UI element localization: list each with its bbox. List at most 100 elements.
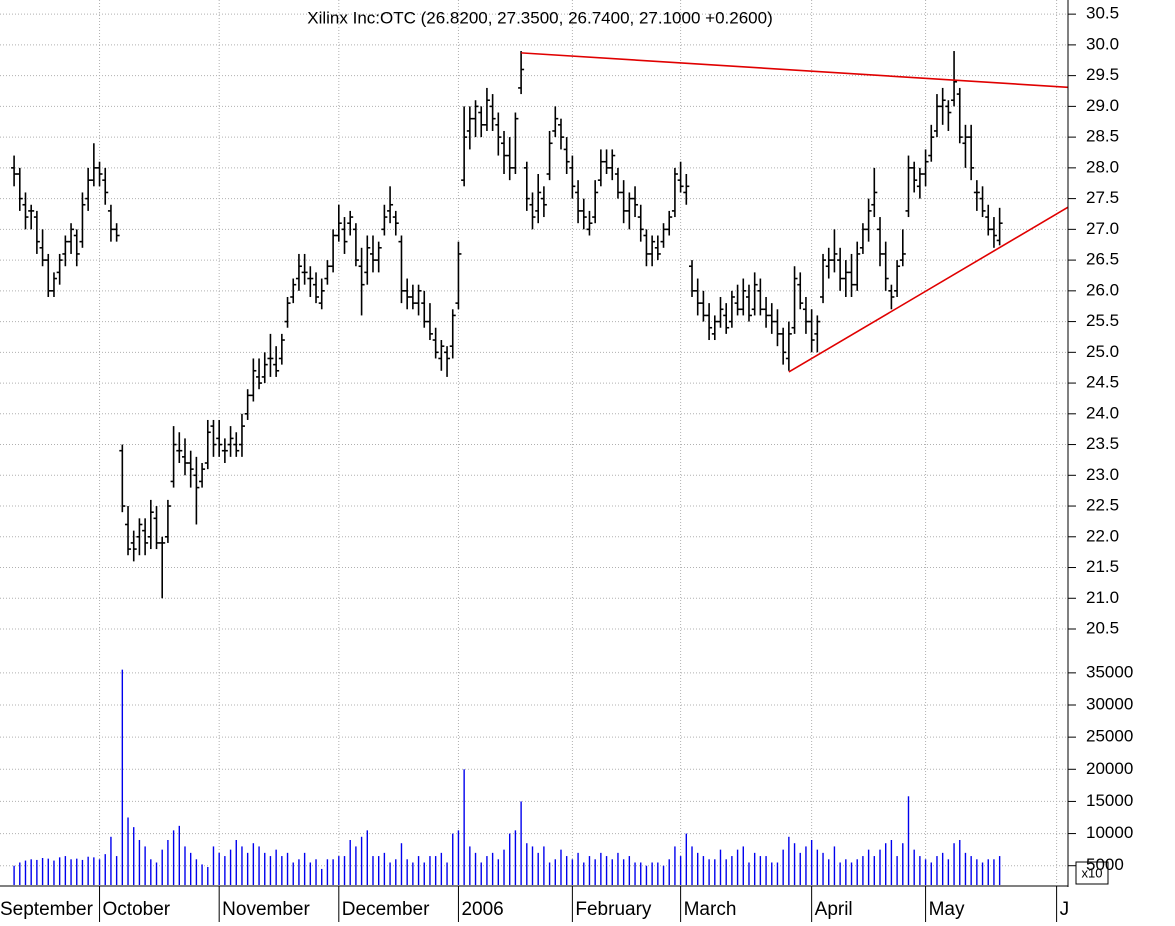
volume-bar [76, 858, 78, 885]
volume-bar [121, 669, 124, 885]
y-tick-label: 15000 [1086, 791, 1133, 810]
volume-bar [662, 865, 665, 885]
volume-bar [452, 833, 454, 885]
grid-layer [0, 0, 1068, 885]
volume-bar [776, 862, 779, 885]
volume-bar [457, 830, 460, 885]
marks-layer: September October November December 2006 Febr… [0, 51, 1101, 922]
y-tick-label: 10000 [1086, 823, 1133, 842]
y-tick-label: 22.0 [1086, 526, 1119, 545]
volume-bar [805, 846, 807, 885]
scale-box [1075, 861, 1109, 885]
volume-bar [127, 817, 129, 885]
x-tick-label: February [575, 899, 652, 920]
x-tick-label: September [0, 899, 94, 920]
volume-bar [634, 862, 636, 885]
volume-bar [862, 856, 864, 885]
volume-bar [788, 836, 790, 885]
volume-bar [360, 836, 363, 885]
volume-bar [543, 846, 545, 885]
volume-bar [241, 846, 243, 885]
volume-bar [622, 859, 625, 885]
volume-bar [976, 859, 978, 885]
y-tick-label: 26.0 [1086, 280, 1119, 299]
volume-bar [611, 859, 613, 885]
volume-bar [628, 856, 631, 885]
volume-bar [275, 849, 277, 885]
volume-bar [759, 856, 762, 885]
y-tick-label: 26.5 [1086, 250, 1119, 269]
volume-bar [588, 856, 591, 885]
volume-bar [47, 858, 49, 885]
volume-bar [480, 862, 482, 885]
volume-bar [98, 859, 101, 885]
volume-bar [771, 862, 773, 885]
volume-bar [423, 862, 425, 885]
y-tick-label: 25.5 [1086, 311, 1119, 330]
volume-bar [867, 849, 870, 885]
volume-bar [748, 862, 750, 885]
volume-bar [269, 856, 272, 885]
y-tick-label: 5000 [1086, 855, 1124, 874]
volume-bar [13, 865, 15, 885]
volume-bar [178, 825, 180, 885]
volume-bar [753, 852, 756, 885]
volume-bar [742, 846, 744, 885]
volume-bar [594, 859, 596, 885]
volume-bar [383, 852, 386, 885]
volume-bar [167, 840, 169, 885]
volume-bar [24, 860, 27, 885]
volume-bar [600, 852, 602, 885]
volume-bar [913, 849, 915, 885]
volume-bar [565, 856, 568, 885]
volume-bar [400, 843, 403, 885]
volume-bar [981, 862, 984, 885]
volume-bar [497, 859, 500, 885]
volume-bar [417, 856, 420, 885]
volume-bar [947, 859, 950, 885]
volume-bar [691, 846, 693, 885]
volume-bar [725, 859, 727, 885]
volume-bar [212, 846, 215, 885]
volume-bar [657, 862, 659, 885]
volume-bar [41, 858, 44, 885]
volume-bar [395, 859, 397, 885]
volume-bar [560, 849, 562, 885]
volume-bar [548, 862, 551, 885]
volume-bar [679, 856, 682, 885]
volume-bar [189, 852, 192, 885]
volume-bar [731, 856, 733, 885]
volume-bar [816, 849, 819, 885]
volume-bar [793, 843, 796, 885]
volume-bar [303, 852, 306, 885]
volume-bar [155, 862, 158, 885]
volume-bar [987, 859, 989, 885]
volume-bar [469, 846, 471, 885]
x-tick-label: 2006 [461, 899, 503, 920]
y-tick-label: 24.5 [1086, 373, 1119, 392]
volume-bar [959, 840, 961, 885]
y-tick-label: 29.0 [1086, 96, 1119, 115]
y-tick-label: 27.5 [1086, 188, 1119, 207]
y-tick-label: 30.0 [1086, 34, 1119, 53]
y-tick-label: 22.5 [1086, 496, 1119, 515]
chart-title: Xilinx Inc:OTC (26.8200, 27.3500, 26.740… [307, 8, 772, 27]
volume-bar [531, 846, 534, 885]
x-tick-label: May [929, 899, 965, 920]
volume-bar [161, 849, 163, 885]
volume-bar [235, 840, 237, 885]
volume-bar [133, 827, 135, 885]
volume-bar [440, 852, 443, 885]
volume-bar [668, 859, 670, 885]
volume-bar [902, 843, 904, 885]
volume-bar [930, 862, 932, 885]
volume-bar [491, 852, 494, 885]
y-tick-label: 30000 [1086, 694, 1133, 713]
axes-layer: x10 20.5 21.0 21.5 22.0 22.5 23.0 23.5 24.0 24.5… [0, 0, 1133, 887]
volume-bar [810, 840, 813, 885]
volume-bar [332, 859, 334, 885]
volume-bar [30, 859, 32, 885]
volume-bar [298, 859, 300, 885]
x-tick-label: June [1060, 899, 1101, 920]
volume-bar [264, 852, 266, 885]
